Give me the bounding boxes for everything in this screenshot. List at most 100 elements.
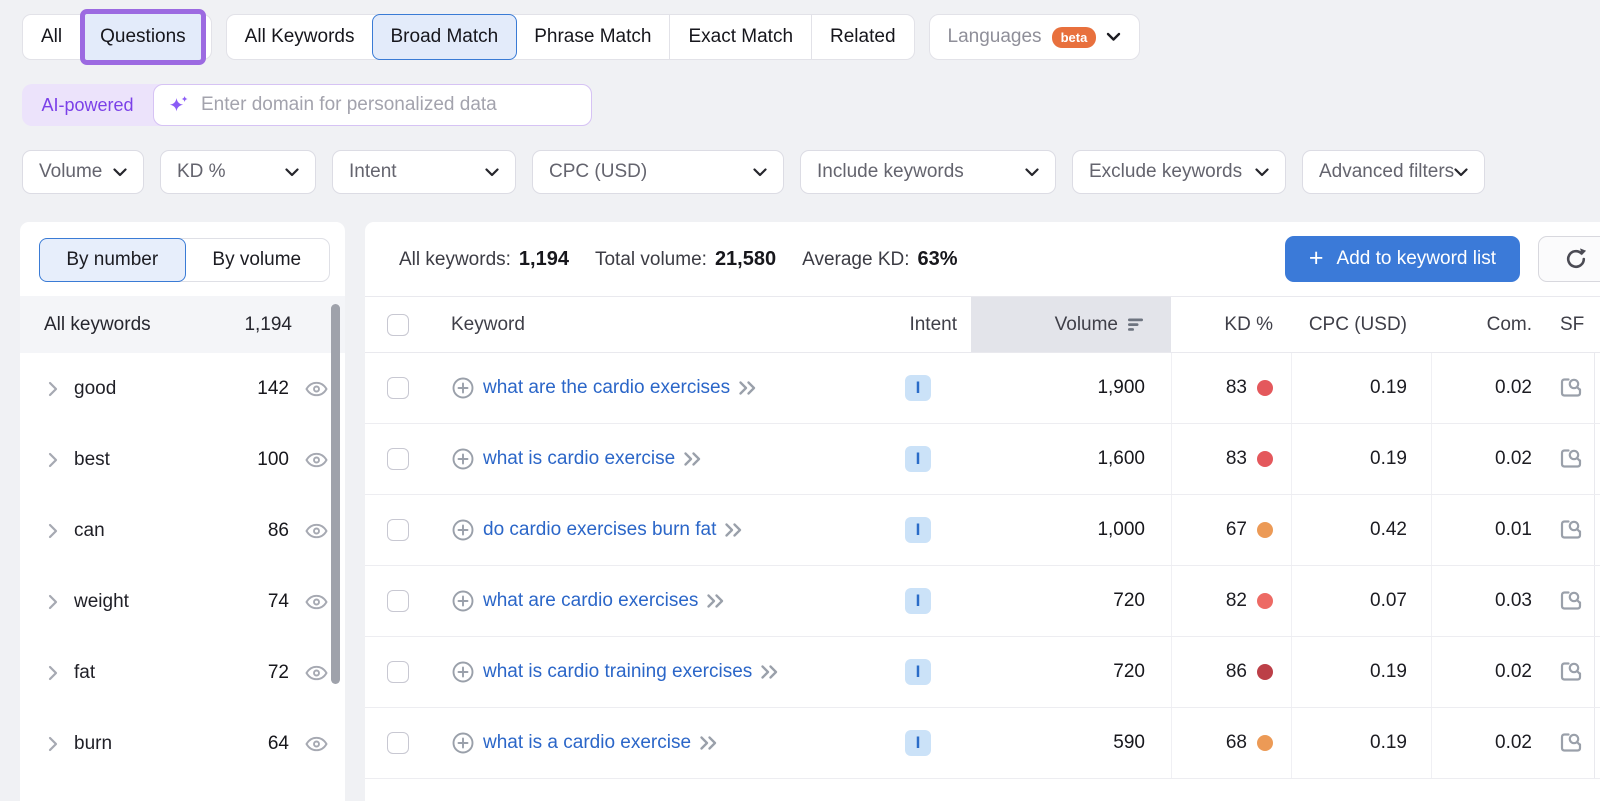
serp-features-icon[interactable] <box>1558 660 1585 684</box>
eye-icon[interactable] <box>305 665 328 681</box>
header-kd[interactable]: KD % <box>1224 313 1273 335</box>
double-chevron-right-icon[interactable] <box>699 736 719 750</box>
tab-broad-match[interactable]: Broad Match <box>371 14 518 60</box>
row-checkbox[interactable] <box>387 732 409 754</box>
kd-value: 86 <box>1225 661 1247 682</box>
keyword-group-row[interactable]: can 86 <box>20 495 345 566</box>
filter-dropdown[interactable]: CPC (USD) <box>532 150 784 194</box>
keyword-link[interactable]: do cardio exercises burn fat <box>483 519 717 540</box>
tab-exact-match[interactable]: Exact Match <box>669 15 811 59</box>
kd-difficulty-dot <box>1257 664 1273 680</box>
header-intent[interactable]: Intent <box>909 313 957 335</box>
volume-value: 1,900 <box>1097 377 1145 398</box>
row-checkbox[interactable] <box>387 448 409 470</box>
double-chevron-right-icon[interactable] <box>724 523 744 537</box>
group-count: 142 <box>257 377 289 399</box>
row-checkbox[interactable] <box>387 661 409 683</box>
double-chevron-right-icon[interactable] <box>738 381 758 395</box>
keyword-group-row[interactable]: burn 64 <box>20 708 345 779</box>
header-volume[interactable]: Volume <box>971 297 1171 352</box>
select-all-checkbox[interactable] <box>387 313 409 336</box>
chevron-right-icon <box>48 523 58 539</box>
group-label: burn <box>74 732 113 754</box>
serp-features-icon[interactable] <box>1558 731 1585 755</box>
all-keywords-group[interactable]: All keywords 1,194 <box>20 296 345 353</box>
header-sf[interactable]: SF <box>1560 313 1585 335</box>
double-chevron-right-icon[interactable] <box>706 594 726 608</box>
keyword-link[interactable]: what are the cardio exercises <box>483 377 731 398</box>
chevron-right-icon <box>48 736 58 752</box>
cpc-value: 0.19 <box>1370 448 1407 469</box>
table-header-row: Keyword Intent Volume KD % CPC (USD) Com… <box>365 296 1600 353</box>
add-keyword-plus-icon[interactable] <box>451 589 475 613</box>
group-label: best <box>74 448 110 470</box>
kd-difficulty-dot <box>1257 593 1273 609</box>
keyword-link[interactable]: what is cardio exercise <box>483 448 676 469</box>
add-button-label: Add to keyword list <box>1336 248 1496 269</box>
eye-icon[interactable] <box>305 594 328 610</box>
row-checkbox[interactable] <box>387 377 409 399</box>
refresh-button[interactable] <box>1538 236 1600 282</box>
filter-dropdown[interactable]: Exclude keywords <box>1072 150 1286 194</box>
stat-label: Total volume: <box>594 248 707 270</box>
serp-features-icon[interactable] <box>1558 376 1585 400</box>
filter-label: KD % <box>177 161 226 182</box>
toggle-by-number[interactable]: By number <box>39 238 186 282</box>
add-to-keyword-list-button[interactable]: + Add to keyword list <box>1284 236 1520 282</box>
languages-dropdown[interactable]: Languages beta <box>928 14 1141 60</box>
keyword-table-row: what is cardio exercise I 1,600 83 0.19 <box>365 424 1600 495</box>
add-keyword-plus-icon[interactable] <box>451 518 475 542</box>
serp-features-icon[interactable] <box>1558 518 1585 542</box>
row-checkbox[interactable] <box>387 590 409 612</box>
add-keyword-plus-icon[interactable] <box>451 447 475 471</box>
filter-dropdown[interactable]: Intent <box>332 150 516 194</box>
filter-dropdown[interactable]: Include keywords <box>800 150 1056 194</box>
keyword-link[interactable]: what are cardio exercises <box>483 590 699 611</box>
add-keyword-plus-icon[interactable] <box>451 376 475 400</box>
sidebar-scrollbar[interactable] <box>331 304 340 684</box>
row-checkbox[interactable] <box>387 519 409 541</box>
add-keyword-plus-icon[interactable] <box>451 660 475 684</box>
keyword-link[interactable]: what is a cardio exercise <box>483 732 692 753</box>
double-chevron-right-icon[interactable] <box>760 665 780 679</box>
toggle-by-volume[interactable]: By volume <box>212 249 302 270</box>
tab-related[interactable]: Related <box>811 15 914 59</box>
filter-dropdown[interactable]: Advanced filters <box>1302 150 1486 194</box>
header-cpc[interactable]: CPC (USD) <box>1308 313 1407 335</box>
domain-input[interactable] <box>201 94 577 116</box>
group-count: 72 <box>267 661 289 683</box>
plus-icon: + <box>1308 243 1324 272</box>
double-chevron-right-icon[interactable] <box>683 452 703 466</box>
keyword-group-row[interactable]: best 100 <box>20 424 345 495</box>
tab-all[interactable]: All <box>41 26 63 47</box>
tab-all-keywords[interactable]: All Keywords <box>244 26 355 47</box>
eye-icon[interactable] <box>305 523 328 539</box>
serp-features-icon[interactable] <box>1558 447 1585 471</box>
keyword-table-row: what are cardio exercises I 720 82 0.07 <box>365 566 1600 637</box>
filter-dropdown[interactable]: Volume <box>22 150 144 194</box>
header-keyword[interactable]: Keyword <box>451 313 525 335</box>
eye-icon[interactable] <box>305 736 328 752</box>
add-keyword-plus-icon[interactable] <box>451 731 475 755</box>
match-tabs-group: All Keywords Broad Match Phrase Match Ex… <box>225 14 915 60</box>
keyword-group-row[interactable]: fat 72 <box>20 637 345 708</box>
languages-label: Languages <box>947 26 1042 47</box>
intent-badge: I <box>905 375 931 401</box>
tab-phrase-match[interactable]: Phrase Match <box>534 26 652 47</box>
serp-features-icon[interactable] <box>1558 589 1585 613</box>
stat-label: All keywords: <box>399 248 511 270</box>
chevron-down-icon <box>1454 167 1468 177</box>
keyword-group-row[interactable]: weight 74 <box>20 566 345 637</box>
keyword-group-row[interactable]: good 142 <box>20 353 345 424</box>
match-type-toolbar: All Questions All Keywords Broad Match P… <box>22 9 1141 65</box>
stat-item: Average KD: 63% <box>802 248 957 271</box>
stat-item: All keywords: 1,194 <box>399 248 569 271</box>
eye-icon[interactable] <box>305 381 328 397</box>
com-value: 0.01 <box>1495 519 1532 540</box>
eye-icon[interactable] <box>305 452 328 468</box>
tab-questions[interactable]: Questions <box>100 26 186 47</box>
filter-dropdown[interactable]: KD % <box>160 150 316 194</box>
annotation-highlight-box: Questions <box>80 9 206 65</box>
keyword-link[interactable]: what is cardio training exercises <box>483 661 753 682</box>
header-com[interactable]: Com. <box>1486 313 1532 335</box>
